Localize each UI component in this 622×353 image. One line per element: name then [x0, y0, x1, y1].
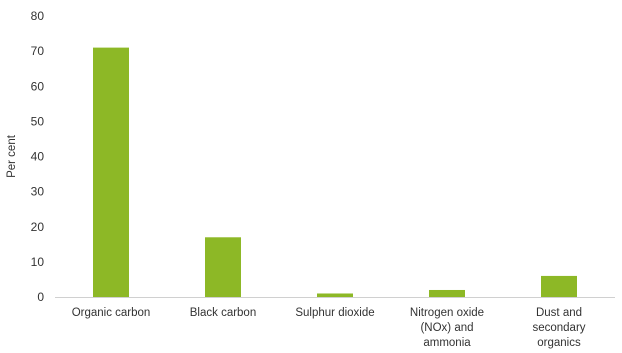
- bar: [317, 293, 353, 297]
- y-tick-label: 20: [31, 220, 45, 234]
- bar: [205, 237, 241, 297]
- y-tick-label: 70: [31, 44, 45, 58]
- x-category-label: Dust and secondary organics: [532, 307, 585, 349]
- y-axis-title: Per cent: [6, 134, 18, 178]
- x-axis-category-labels: Organic carbon Black carbon Sulphur dioxid…: [72, 307, 586, 349]
- y-tick-label: 60: [31, 79, 45, 93]
- y-axis-ticks: 0 10 20 30 40 50 60 70 80: [31, 9, 45, 304]
- y-tick-label: 30: [31, 185, 45, 199]
- bar: [429, 289, 465, 297]
- bar: [93, 47, 129, 297]
- x-category-label: Black carbon: [190, 307, 256, 319]
- x-category-label: Sulphur dioxide: [295, 307, 374, 319]
- y-tick-label: 40: [31, 150, 45, 164]
- y-tick-label: 80: [31, 9, 45, 23]
- x-category-label: Nitrogen oxide (NOx) and ammonia: [410, 307, 484, 349]
- x-category-label: Organic carbon: [72, 307, 151, 319]
- bar: [541, 275, 577, 297]
- y-tick-label: 50: [31, 114, 45, 128]
- y-tick-label: 0: [37, 290, 44, 304]
- bars: [93, 47, 577, 297]
- y-tick-label: 10: [31, 255, 45, 269]
